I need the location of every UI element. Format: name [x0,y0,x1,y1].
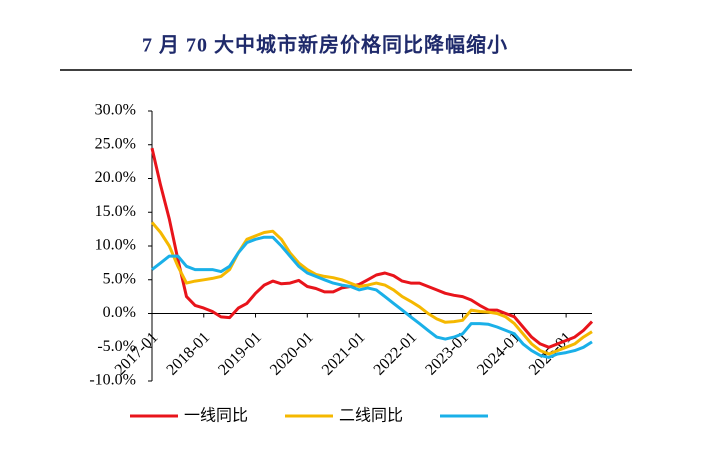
y-tick-label: 25.0% [95,135,136,152]
x-tick-label: 2023-01 [422,329,472,379]
legend-label: 二线同比 [339,406,403,425]
y-tick-label: 10.0% [95,237,136,254]
legend-label: 一线同比 [184,406,248,425]
y-tick-label: 30.0% [95,102,136,119]
x-tick-label: 2019-01 [215,329,265,379]
x-tick-label: 2020-01 [267,329,317,379]
series-line [150,221,593,356]
y-tick-label: 5.0% [103,270,136,287]
y-tick-label: 0.0% [103,304,136,321]
series-line [150,147,594,349]
series-line [151,235,593,359]
x-tick-label: 2018-01 [163,329,213,379]
x-tick-label: 2022-01 [371,329,421,379]
y-tick-label: -10.0% [89,372,136,389]
y-tick-label: 15.0% [95,203,136,220]
x-tick-label: 2021-01 [319,329,369,379]
y-tick-label: 20.0% [95,169,136,186]
chart-title: 7 月 70 大中城市新房价格同比降幅缩小 [142,33,508,57]
y-tick-label: -5.0% [97,338,136,355]
